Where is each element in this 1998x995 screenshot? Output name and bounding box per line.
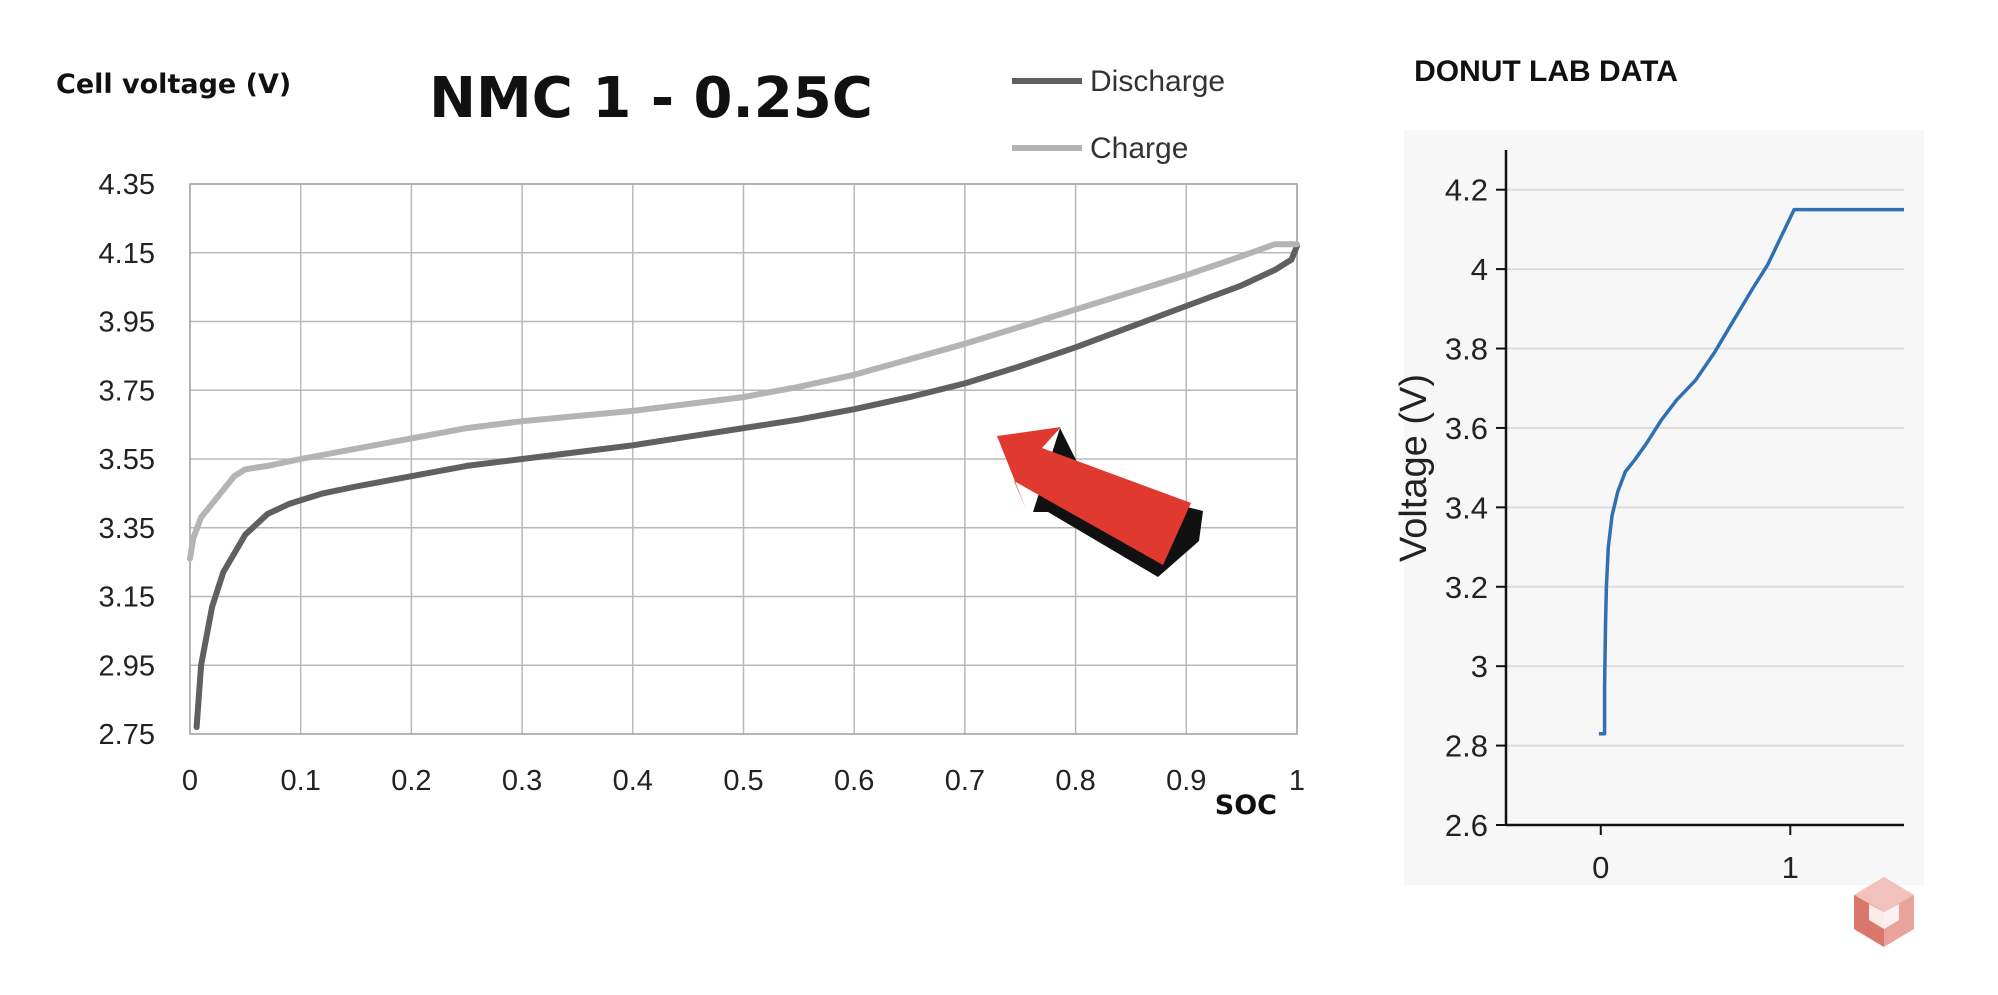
- left-chart-title: NMC 1 - 0.25C: [429, 66, 873, 131]
- right-y-tick-label: 4.2: [1445, 173, 1488, 208]
- right-y-tick-label: 3.8: [1445, 332, 1488, 367]
- legend-label-discharge: Discharge: [1090, 65, 1225, 98]
- right-y-tick-label: 3.6: [1445, 411, 1488, 446]
- left-y-tick-label: 3.95: [99, 307, 155, 339]
- right-x-tick-label: 1: [1782, 850, 1799, 885]
- right-x-tick-label: 0: [1592, 850, 1609, 885]
- left-y-axis-label: Cell voltage (V): [56, 69, 291, 100]
- legend-label-charge: Charge: [1090, 132, 1188, 165]
- left-x-tick-label: 0: [182, 765, 198, 797]
- left-x-tick-label: 0.4: [613, 765, 653, 797]
- right-y-axis-label: Voltage (V): [1393, 374, 1435, 562]
- left-y-tick-label: 4.15: [99, 238, 155, 270]
- left-x-tick-label: 1: [1289, 765, 1305, 797]
- red-arrow-annotation: [997, 427, 1203, 577]
- left-y-tick-label: 2.95: [99, 650, 155, 682]
- series-line-discharge: [193, 242, 1300, 731]
- left-x-tick-label: 0.3: [502, 765, 542, 797]
- left-series-group: [187, 241, 1300, 731]
- arrow-shape: [997, 427, 1191, 565]
- series-line-charge: [187, 241, 1300, 562]
- left-x-tick-label: 0.2: [391, 765, 431, 797]
- right-y-tick-label: 2.6: [1445, 808, 1488, 843]
- right-y-tick-label: 3.2: [1445, 570, 1488, 605]
- left-x-tick-label: 0.1: [281, 765, 321, 797]
- right-chart: DONUT LAB DATA 4.2 4 3.8 3.6 3.4 3.2 3 2.8 2.6 0…: [1393, 55, 1904, 885]
- left-plot-frame: [189, 183, 1298, 735]
- left-y-tick-label: 3.15: [99, 582, 155, 614]
- left-y-tick-label: 3.55: [99, 444, 155, 476]
- left-y-tick-label: 3.35: [99, 513, 155, 545]
- left-chart: Cell voltage (V) NMC 1 - 0.25C 4.35 4.15 3…: [56, 65, 1305, 821]
- left-x-tick-label: 0.6: [834, 765, 874, 797]
- right-grid: [1504, 150, 1904, 827]
- left-x-tick-label: 0.9: [1166, 765, 1206, 797]
- left-y-tick-label: 2.75: [99, 719, 155, 751]
- right-y-ticks: 4.2 4 3.8 3.6 3.4 3.2 3 2.8 2.6: [1445, 173, 1506, 843]
- left-grid: [189, 183, 1298, 735]
- left-x-tick-label: 0.7: [945, 765, 985, 797]
- cube-logo-icon: [1854, 877, 1914, 947]
- left-y-tick-label: 4.35: [99, 169, 155, 201]
- right-chart-title: DONUT LAB DATA: [1414, 55, 1678, 88]
- left-y-tick-label: 3.75: [99, 375, 155, 407]
- right-y-tick-label: 2.8: [1445, 729, 1488, 764]
- left-legend: Discharge Charge: [1012, 65, 1225, 165]
- right-series-line: [1598, 207, 1904, 736]
- left-y-ticks: 4.35 4.15 3.95 3.75 3.55 3.35 3.15 2.95 2.75: [99, 169, 155, 751]
- right-y-tick-label: 4: [1471, 252, 1488, 287]
- right-series-group: [1598, 207, 1904, 736]
- left-x-axis-label: SOC: [1215, 790, 1277, 821]
- right-y-tick-label: 3: [1471, 649, 1488, 684]
- left-x-tick-label: 0.8: [1055, 765, 1095, 797]
- right-y-tick-label: 3.4: [1445, 490, 1488, 525]
- left-x-ticks: 0 0.1 0.2 0.3 0.4 0.5 0.6 0.7 0.8 0.9 1: [182, 765, 1305, 797]
- left-x-tick-label: 0.5: [723, 765, 763, 797]
